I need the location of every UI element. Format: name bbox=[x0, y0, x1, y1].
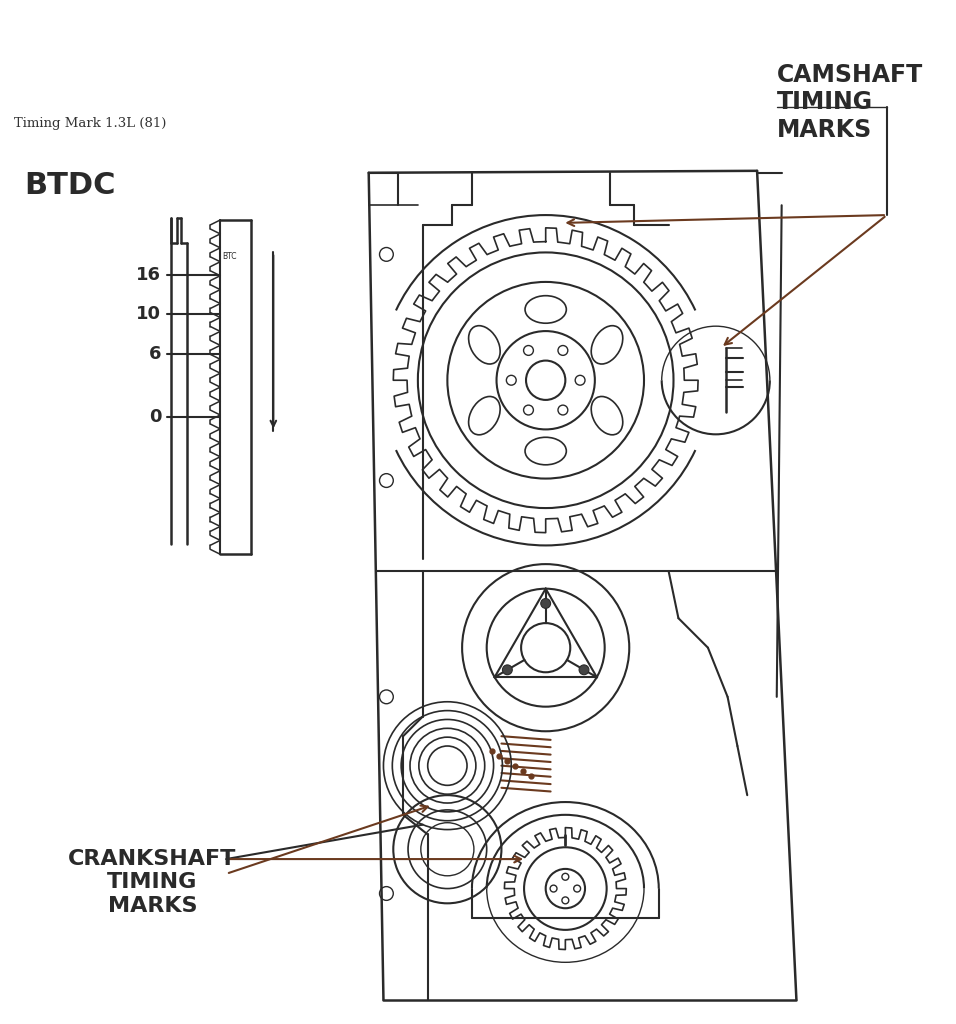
Text: 10: 10 bbox=[137, 305, 162, 324]
Text: BTDC: BTDC bbox=[25, 171, 116, 200]
Text: 0: 0 bbox=[149, 408, 162, 426]
Text: CRANKSHAFT
TIMING
MARKS: CRANKSHAFT TIMING MARKS bbox=[68, 849, 236, 915]
Text: 16: 16 bbox=[137, 266, 162, 284]
Text: BTC: BTC bbox=[222, 253, 237, 261]
Text: CAMSHAFT
TIMING
MARKS: CAMSHAFT TIMING MARKS bbox=[776, 62, 923, 142]
Circle shape bbox=[541, 598, 551, 608]
Text: 6: 6 bbox=[149, 345, 162, 362]
Circle shape bbox=[579, 665, 589, 675]
Circle shape bbox=[503, 665, 512, 675]
Text: Timing Mark 1.3L (81): Timing Mark 1.3L (81) bbox=[13, 117, 166, 130]
